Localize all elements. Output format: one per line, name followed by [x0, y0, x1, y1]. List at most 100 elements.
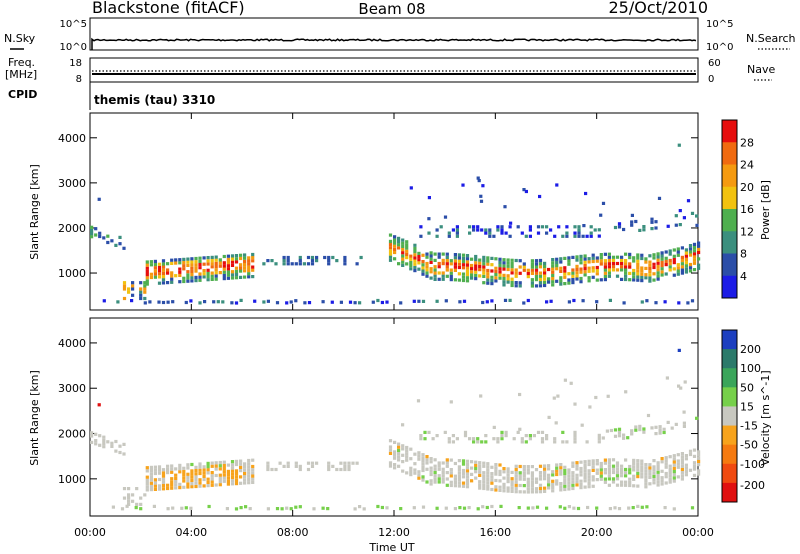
- data-cell: [538, 284, 543, 288]
- data-cell: [563, 487, 567, 492]
- data-cell: [230, 479, 235, 483]
- data-cell: [607, 458, 611, 462]
- data-cell: [194, 465, 198, 469]
- data-cell: [447, 437, 451, 441]
- data-cell: [630, 213, 634, 217]
- data-cell: [127, 496, 131, 500]
- data-cell: [595, 462, 599, 466]
- data-cell: [302, 262, 306, 266]
- data-cell: [543, 467, 547, 471]
- data-cell: [634, 428, 638, 432]
- data-cell: [494, 273, 498, 277]
- data-cell: [534, 268, 539, 272]
- data-cell: [638, 424, 642, 428]
- data-cell: [294, 262, 298, 266]
- data-cell: [597, 234, 601, 238]
- data-cell: [551, 258, 555, 262]
- data-cell: [482, 477, 486, 481]
- data-cell: [429, 257, 433, 261]
- data-cell: [451, 440, 455, 444]
- data-cell: [397, 445, 401, 449]
- data-cell: [615, 274, 620, 278]
- data-cell: [210, 262, 214, 266]
- data-cell: [234, 475, 239, 479]
- data-cell: [278, 461, 282, 465]
- data-cell: [230, 460, 235, 464]
- data-cell: [433, 470, 437, 475]
- data-cell: [644, 478, 648, 483]
- colorbar-tick-label: -50: [740, 439, 758, 452]
- data-cell: [161, 471, 166, 475]
- data-cell: [326, 507, 330, 511]
- data-cell: [234, 257, 239, 261]
- data-cell: [658, 428, 662, 432]
- data-cell: [122, 452, 126, 456]
- data-cell: [615, 470, 620, 475]
- data-cell: [597, 437, 601, 441]
- data-cell: [153, 275, 157, 279]
- data-cell: [482, 259, 486, 263]
- data-cell: [194, 279, 198, 283]
- data-cell: [524, 434, 528, 438]
- data-cell: [599, 461, 603, 466]
- data-cell: [182, 476, 186, 480]
- data-cell: [587, 269, 591, 273]
- data-cell: [470, 276, 474, 280]
- data-cell: [583, 270, 587, 274]
- data-cell: [577, 234, 581, 238]
- power-ylabel: Slant Range [km]: [28, 164, 41, 260]
- colorbar-swatch: [722, 349, 737, 369]
- data-cell: [514, 258, 518, 263]
- data-cell: [652, 272, 656, 276]
- data-cell: [504, 231, 508, 235]
- data-cell: [206, 256, 210, 260]
- data-cell: [190, 273, 194, 277]
- data-cell: [251, 252, 255, 257]
- data-cell: [563, 481, 567, 485]
- data-cell: [634, 425, 638, 429]
- data-cell: [559, 266, 563, 270]
- data-cell: [645, 505, 649, 509]
- data-cell: [198, 465, 202, 469]
- data-cell: [251, 259, 255, 263]
- velocity-colorbar-label: Velocity [m s^-1]: [759, 370, 772, 465]
- data-cell: [421, 263, 425, 267]
- data-cell: [676, 269, 680, 273]
- nsky-label: N.Sky: [4, 32, 36, 45]
- data-cell: [131, 287, 135, 291]
- data-cell: [474, 460, 478, 464]
- data-cell: [534, 487, 539, 491]
- data-cell: [488, 231, 492, 235]
- data-cell: [455, 234, 459, 238]
- data-cell: [584, 191, 588, 196]
- data-cell: [567, 484, 571, 488]
- data-cell: [594, 395, 598, 400]
- data-cell: [421, 456, 425, 460]
- data-cell: [222, 470, 226, 474]
- data-cell: [443, 215, 448, 219]
- x-tick-label: 00:00: [682, 526, 714, 539]
- data-cell: [202, 471, 206, 475]
- data-cell: [579, 267, 583, 271]
- data-cell: [437, 277, 441, 281]
- data-cell: [494, 478, 498, 483]
- data-cell: [490, 269, 494, 273]
- data-cell: [561, 430, 565, 434]
- data-cell: [385, 506, 389, 510]
- data-cell: [214, 277, 218, 281]
- data-cell: [239, 462, 243, 466]
- data-cell: [559, 466, 563, 470]
- data-cell: [628, 252, 632, 256]
- data-cell: [580, 423, 584, 427]
- data-cell: [202, 484, 206, 488]
- data-cell: [234, 260, 239, 264]
- data-cell: [102, 299, 106, 303]
- data-cell: [478, 467, 482, 471]
- data-cell: [461, 256, 466, 260]
- data-cell: [139, 507, 143, 511]
- data-cell: [413, 246, 417, 251]
- data-cell: [239, 275, 243, 279]
- data-cell: [294, 299, 298, 303]
- data-cell: [663, 506, 667, 510]
